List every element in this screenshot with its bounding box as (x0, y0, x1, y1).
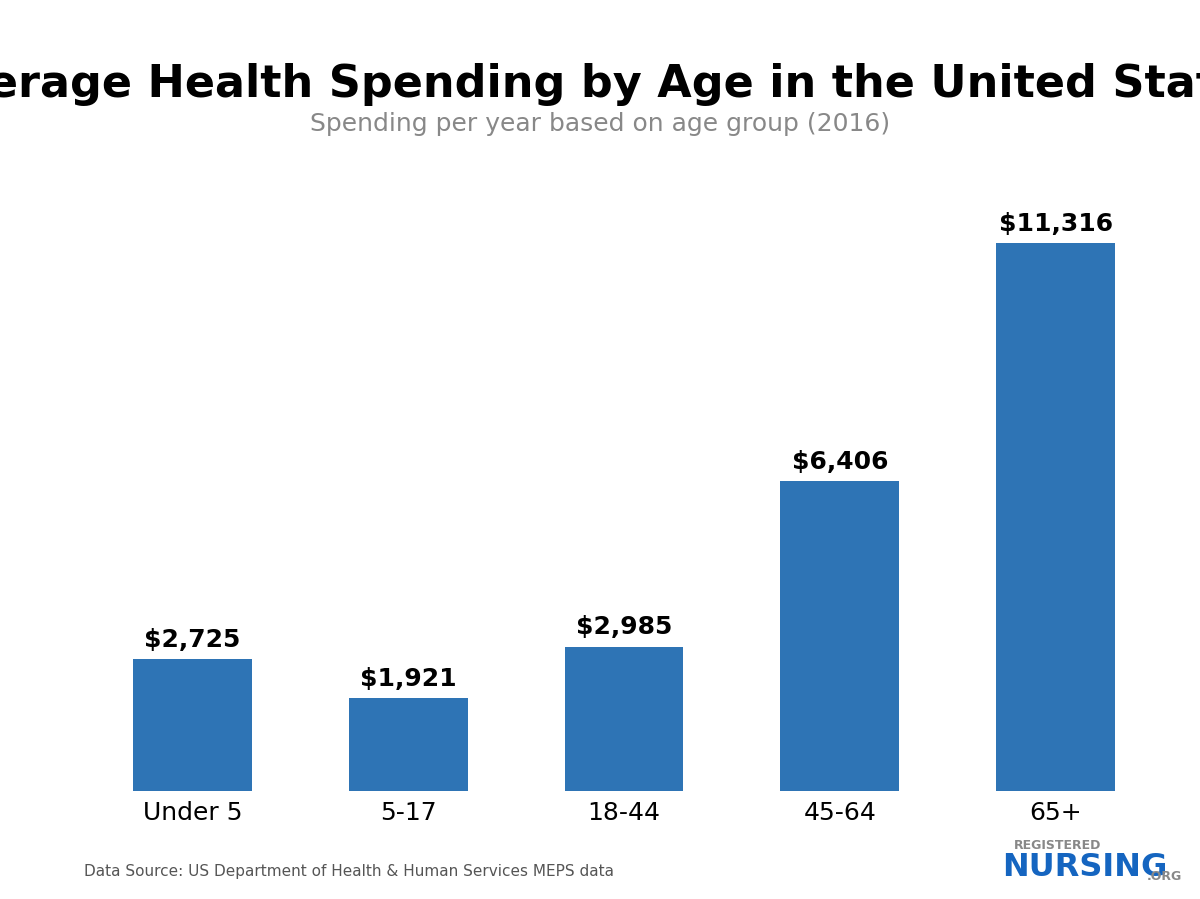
Text: NURSING: NURSING (1002, 852, 1168, 883)
Text: $2,985: $2,985 (576, 615, 672, 639)
Text: .ORG: .ORG (1147, 870, 1182, 883)
Bar (996, 244, 1115, 791)
Bar (349, 699, 468, 791)
Bar (565, 646, 683, 791)
Text: $2,725: $2,725 (144, 628, 241, 652)
Text: Average Health Spending by Age in the United States: Average Health Spending by Age in the Un… (0, 63, 1200, 106)
Text: Spending per year based on age group (2016): Spending per year based on age group (20… (310, 112, 890, 137)
Text: REGISTERED: REGISTERED (1014, 840, 1102, 852)
Text: $1,921: $1,921 (360, 667, 456, 690)
Text: Data Source: US Department of Health & Human Services MEPS data: Data Source: US Department of Health & H… (84, 864, 614, 879)
Text: $11,316: $11,316 (998, 212, 1112, 236)
Bar (133, 659, 252, 791)
Bar (780, 481, 899, 791)
Text: $6,406: $6,406 (792, 450, 888, 474)
